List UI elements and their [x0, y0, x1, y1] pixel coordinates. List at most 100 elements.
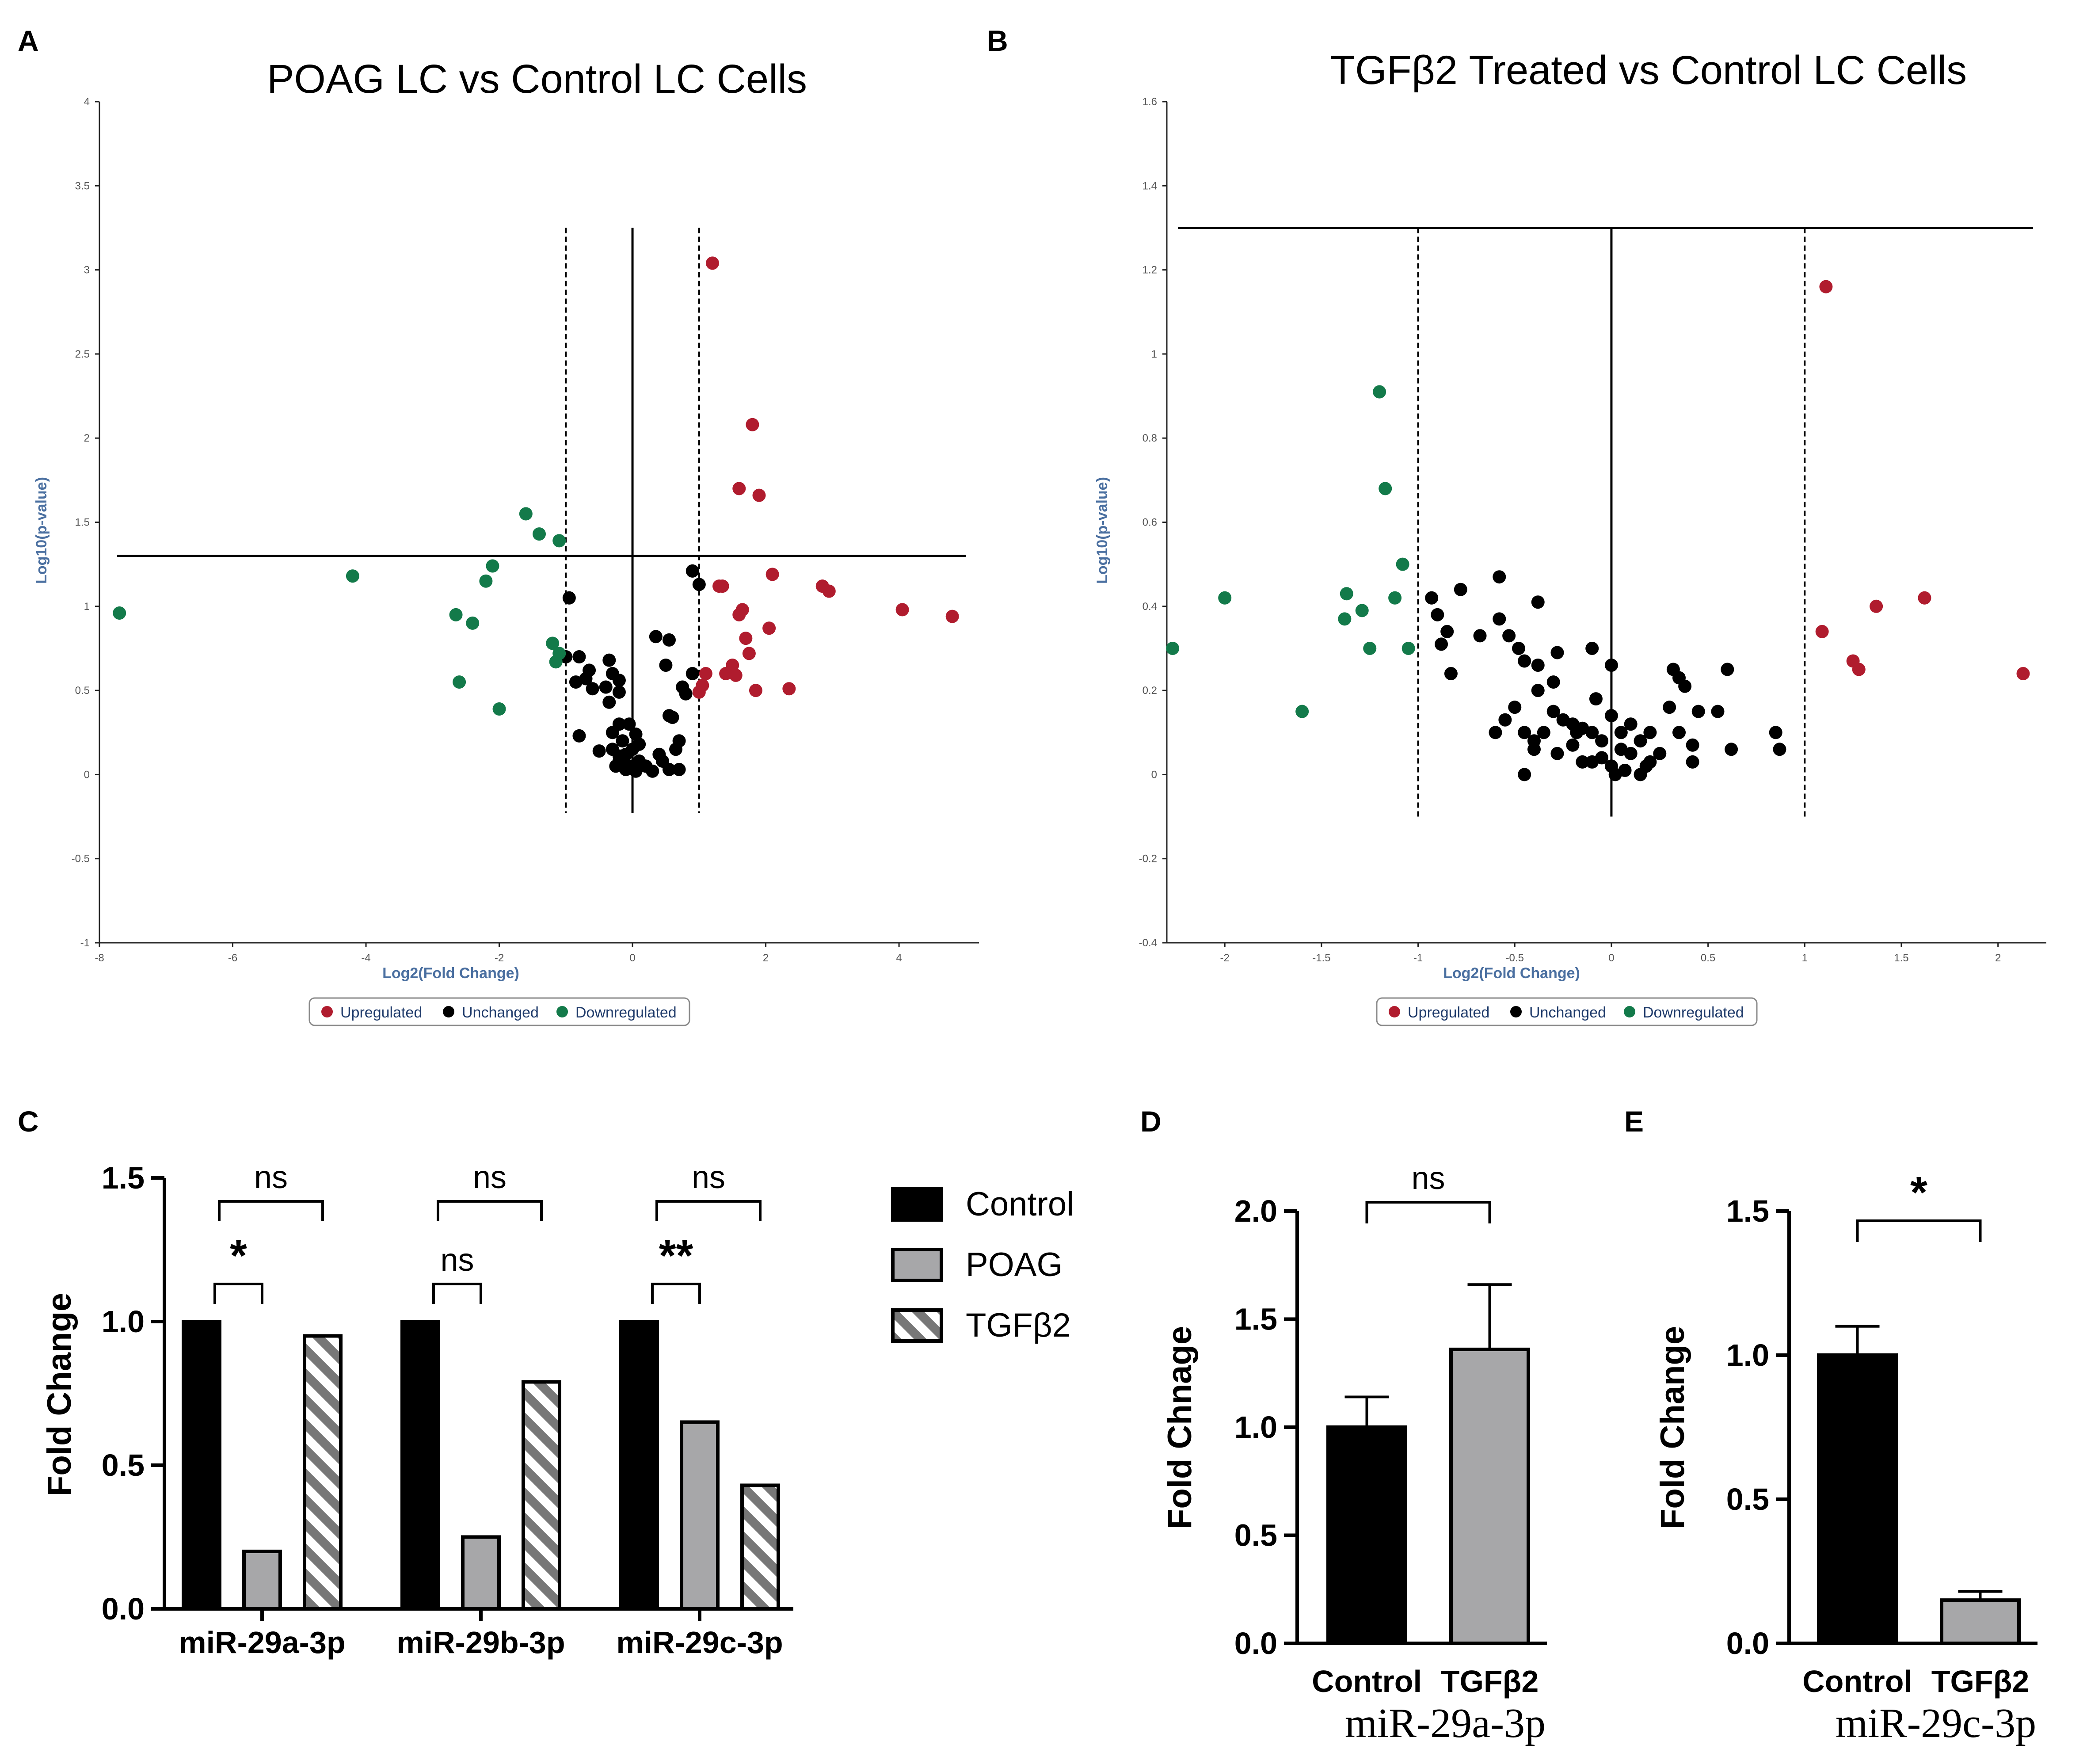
significance-label: ns [440, 1242, 474, 1278]
point-downregulated [1396, 557, 1409, 571]
point-unchanged [572, 650, 586, 663]
panel-label-e: E [1624, 1105, 1644, 1138]
x-tick-label: -0.5 [1506, 952, 1524, 964]
legend-swatch-poag-c [891, 1248, 943, 1282]
point-unchanged [1444, 667, 1458, 681]
points-a [113, 256, 959, 778]
point-unchanged [692, 578, 706, 591]
legend-label-control-c: Control [966, 1185, 1074, 1223]
point-unchanged [1614, 726, 1628, 739]
bars-c: miR-29a-3p miR-29b-3p miR-29c-3p [179, 1320, 783, 1660]
significance-bracket [213, 1283, 263, 1304]
point-unchanged [1643, 755, 1657, 769]
threshold-lines-a [117, 228, 966, 813]
point-upregulated [2016, 667, 2030, 681]
point-unchanged [1502, 629, 1516, 643]
legend-label-unchanged-a: Unchanged [462, 1004, 539, 1021]
point-upregulated [719, 667, 733, 681]
y-tick-label: 1.2 [1143, 264, 1157, 276]
legend-swatch-tgfb2-c [891, 1308, 943, 1343]
x-tick-label: -2 [1220, 952, 1230, 964]
point-unchanged [1512, 641, 1525, 655]
significance-bracket [1365, 1201, 1491, 1223]
point-unchanged [686, 564, 699, 578]
point-upregulated [945, 610, 959, 623]
significance-c: ns * ns ns ns ** [213, 1160, 762, 1304]
y-axis-label-e: Fold Change [1654, 1326, 1691, 1529]
legend-marker-unchanged-a [443, 1006, 454, 1017]
x-tick-label: miR-29c-3p [616, 1625, 783, 1660]
point-unchanged [1570, 726, 1584, 739]
point-unchanged [622, 717, 636, 731]
point-upregulated [742, 647, 756, 660]
y-tick-label: 1 [84, 601, 90, 613]
bar-tgfβ2 [303, 1334, 343, 1611]
legend-marker-unchanged-b [1510, 1006, 1522, 1017]
point-unchanged [612, 674, 626, 687]
point-unchanged [1686, 738, 1699, 752]
x-tick-label: 0.5 [1701, 952, 1715, 964]
significance-bracket [218, 1200, 324, 1221]
legend-label-downregulated-b: Downregulated [1643, 1004, 1744, 1021]
bars-d: Control TGFβ2 [1312, 1283, 1539, 1699]
bar-control [182, 1320, 221, 1611]
panel-label-c: C [18, 1105, 39, 1138]
point-upregulated [729, 668, 743, 682]
x-tick-label: Control [1312, 1664, 1422, 1699]
point-unchanged [1440, 625, 1454, 638]
ticks-a: -8 -6 -4 -2 0 2 4 -1 -0.5 0 0.5 1 1.5 2 2.5 3 3.5 4 [72, 96, 902, 964]
point-unchanged [1431, 608, 1444, 621]
point-unchanged [629, 764, 643, 778]
point-unchanged [1585, 726, 1599, 739]
point-downregulated [492, 702, 506, 716]
point-unchanged [1614, 743, 1628, 756]
y-tick-label: 0 [84, 769, 90, 781]
legend-swatch-control-c [891, 1187, 943, 1222]
bar-tgfb2 [1449, 1347, 1530, 1645]
point-upregulated [762, 621, 776, 635]
bar-control [400, 1320, 440, 1611]
point-unchanged [1537, 726, 1550, 739]
significance-label: ** [659, 1231, 693, 1280]
point-upregulated [716, 579, 729, 593]
legend-marker-upregulated-a [321, 1006, 333, 1017]
y-axis-label-b: Log10(p-value) [1094, 477, 1111, 584]
panel-e: E 0.0 0.5 1.0 1.5 Control TGFβ2 * Fold Chang… [1624, 1105, 2037, 1746]
point-unchanged [1725, 743, 1738, 756]
y-tick-label: 1.0 [102, 1304, 145, 1339]
significance-bracket [651, 1283, 701, 1304]
bar-control [1326, 1425, 1407, 1645]
bar-poag [242, 1550, 282, 1611]
point-unchanged [1663, 701, 1676, 714]
point-downregulated [1338, 612, 1352, 626]
point-unchanged [1527, 743, 1541, 756]
point-upregulated [699, 667, 712, 681]
point-unchanged [662, 762, 676, 776]
significance-label: ns [254, 1160, 288, 1195]
y-tick-label: 0.5 [102, 1448, 145, 1482]
point-unchanged [1498, 713, 1512, 727]
point-unchanged [612, 717, 626, 731]
ticks-c: 0.0 0.5 1.0 1.5 [102, 1161, 164, 1626]
panel-a: A POAG LC vs Control LC Cells -8 -6 -4 -2 0 2… [18, 24, 979, 1026]
point-downregulated [1379, 482, 1392, 495]
point-unchanged [599, 680, 613, 694]
point-downregulated [1340, 587, 1353, 601]
y-tick-label: 0.0 [1234, 1626, 1277, 1661]
point-unchanged [1550, 646, 1564, 659]
point-unchanged [662, 633, 676, 647]
point-upregulated [735, 603, 749, 617]
point-unchanged [1508, 701, 1522, 714]
x-tick-label: 1.5 [1894, 952, 1908, 964]
point-upregulated [692, 685, 706, 699]
y-tick-label: 0 [1151, 769, 1157, 781]
y-axis-label-c: Fold Change [41, 1293, 78, 1496]
point-unchanged [1769, 726, 1782, 739]
point-unchanged [1531, 595, 1545, 609]
bar-poag [680, 1420, 720, 1611]
significance-d: ns [1365, 1161, 1491, 1223]
ticks-e: 0.0 0.5 1.0 1.5 [1726, 1194, 1789, 1661]
legend-box-a [308, 997, 690, 1026]
point-unchanged [1425, 591, 1439, 605]
y-tick-label: 0.6 [1143, 517, 1157, 529]
